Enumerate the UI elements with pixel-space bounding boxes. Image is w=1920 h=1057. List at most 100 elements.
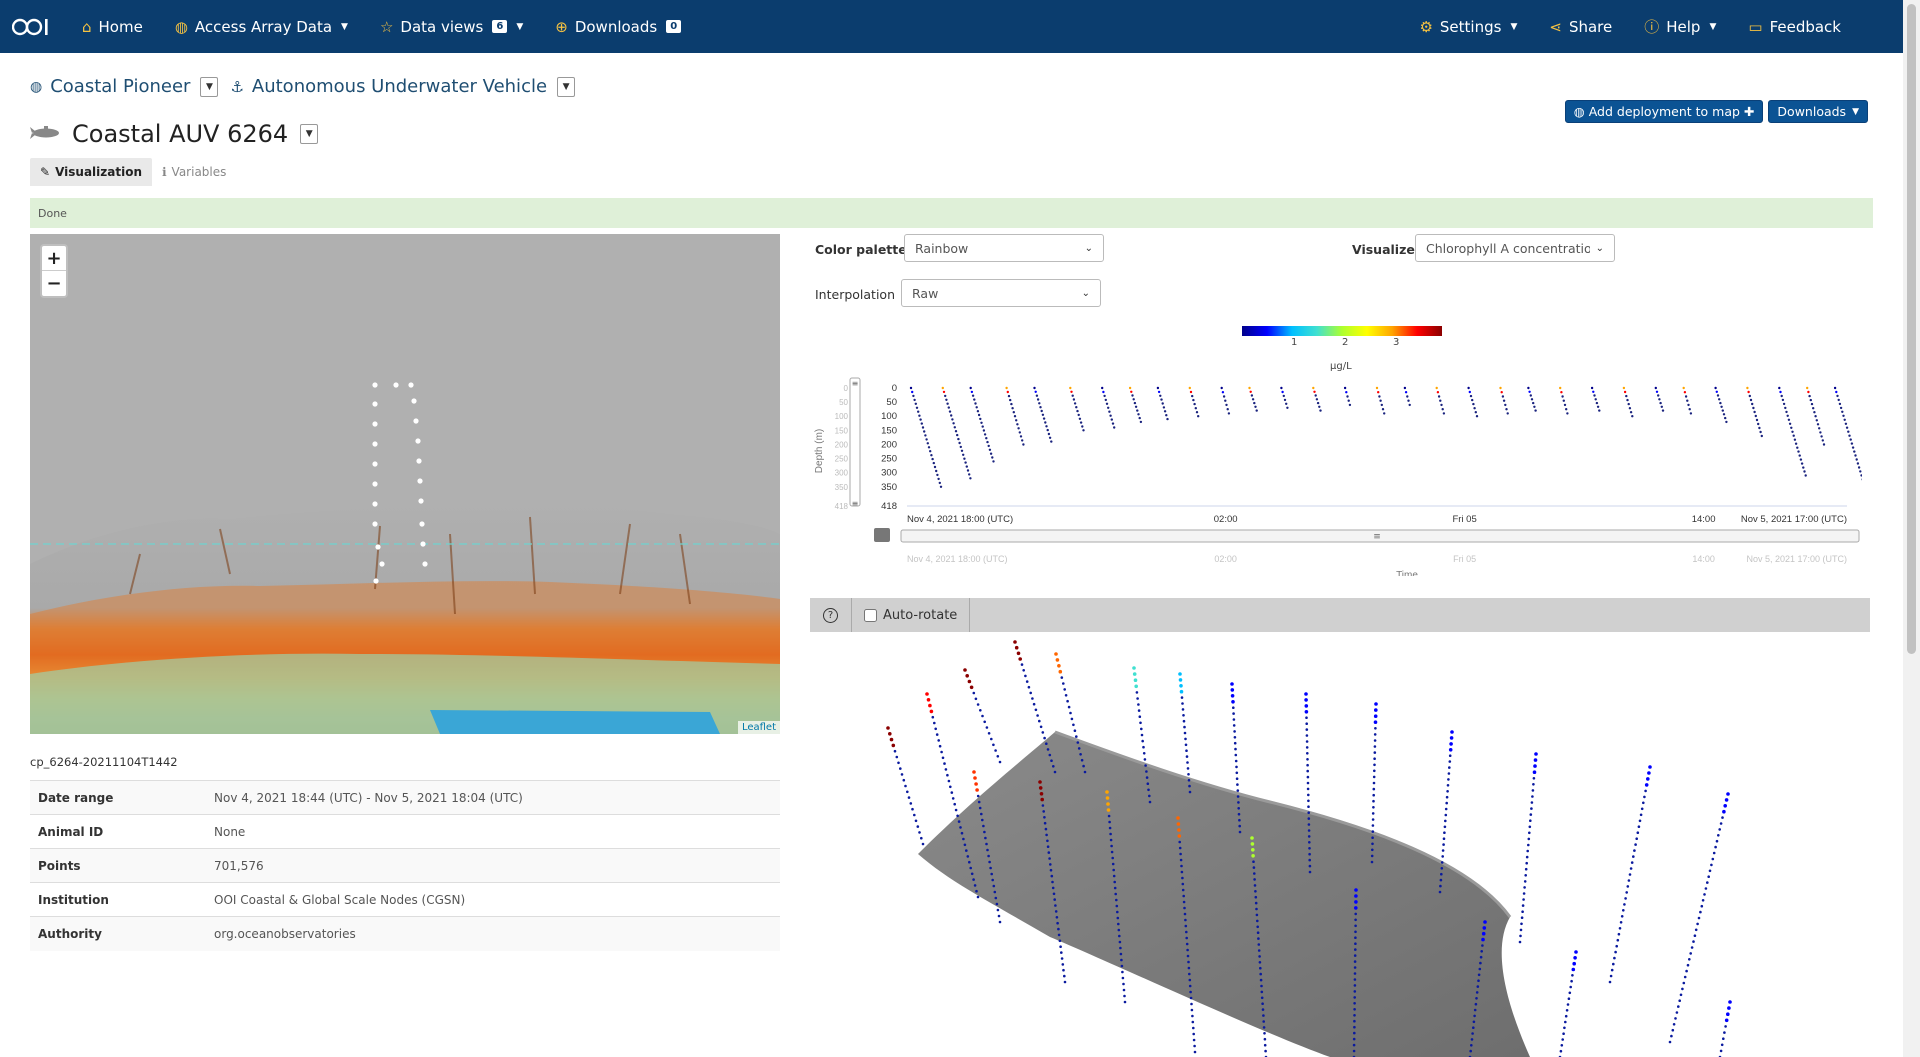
data-point <box>1725 421 1727 423</box>
cast-point <box>1308 859 1311 862</box>
nav-data-views[interactable]: ☆ Data views 6 ▼ <box>380 18 523 36</box>
cast-point <box>1308 829 1311 832</box>
cast-point <box>952 797 955 800</box>
cast-point <box>1112 869 1115 872</box>
cast-point <box>1528 832 1531 835</box>
cast-point <box>1526 856 1529 859</box>
data-point <box>1686 400 1688 402</box>
cast-point <box>1354 888 1358 892</box>
cast-point <box>1258 949 1261 952</box>
page-scrollbar[interactable] <box>1903 0 1920 1057</box>
cast-point <box>1689 952 1692 955</box>
cast-point <box>1306 764 1309 767</box>
scrollbar-thumb[interactable] <box>1907 4 1916 654</box>
cast-point <box>1373 770 1376 773</box>
cast-point <box>1055 910 1058 913</box>
cast-point <box>977 896 980 899</box>
cast-point <box>1254 884 1257 887</box>
cast-point <box>1698 917 1701 920</box>
leaflet-attribution[interactable]: Leaflet <box>738 721 780 734</box>
map[interactable]: + − Leaflet <box>30 234 780 734</box>
cast-point <box>989 867 992 870</box>
cast-point <box>1670 1035 1673 1038</box>
nav-share[interactable]: ⋖ Share <box>1549 18 1612 36</box>
nav-home[interactable]: ⌂ Home <box>82 18 143 36</box>
cast-point <box>906 791 909 794</box>
depth-time-chart[interactable]: 0 0 50 50 100 100 150 150 200 200 250 250 300 300 350 3… <box>812 376 1862 576</box>
cast-point <box>1354 931 1357 934</box>
platform-dropdown-button[interactable]: ▼ <box>557 77 575 97</box>
array-dropdown-button[interactable]: ▼ <box>200 77 218 97</box>
cast-point <box>1238 825 1241 828</box>
data-point <box>1346 395 1348 397</box>
cast-point <box>980 813 983 816</box>
cast-point <box>1477 985 1480 988</box>
data-point <box>1073 398 1075 400</box>
cast-point <box>1479 968 1482 971</box>
cast-point <box>1254 890 1257 893</box>
cast-point <box>1188 967 1191 970</box>
cast-point <box>1021 663 1024 666</box>
nav-help[interactable]: ⓘ Help ▼ <box>1644 16 1716 37</box>
nav-access-array-data[interactable]: ◍ Access Array Data ▼ <box>175 18 348 36</box>
cast-point <box>1065 694 1068 697</box>
cast-point <box>1134 685 1138 689</box>
auto-rotate-toggle[interactable]: Auto-rotate <box>852 598 970 632</box>
caret-down-icon: ▼ <box>341 22 348 32</box>
instrument-dropdown-button[interactable]: ▼ <box>300 124 318 144</box>
data-point <box>1852 446 1854 448</box>
cast-point <box>1571 974 1574 977</box>
cast-point <box>1181 871 1184 874</box>
data-point <box>1801 462 1803 464</box>
cast-point <box>949 786 952 789</box>
data-point <box>944 395 946 397</box>
breadcrumb-platform[interactable]: Autonomous Underwater Vehicle <box>252 76 547 97</box>
data-point <box>1009 399 1011 401</box>
auto-rotate-checkbox[interactable] <box>864 609 877 622</box>
data-point <box>1016 423 1018 425</box>
data-point <box>1805 474 1807 476</box>
y-tick-label: 300 <box>881 468 897 479</box>
cast-point <box>1532 789 1535 792</box>
zoom-out-button[interactable]: − <box>42 271 66 296</box>
data-point <box>1035 391 1037 393</box>
cast-point <box>1238 813 1241 816</box>
nav-settings[interactable]: ⚙ Settings ▼ <box>1419 18 1517 36</box>
cast-point <box>1525 868 1528 871</box>
nav-feedback[interactable]: ▭ Feedback <box>1748 18 1841 36</box>
cast-point <box>1441 867 1444 870</box>
cast-point <box>1052 765 1055 768</box>
data-point <box>1103 395 1105 397</box>
cast-point <box>1305 704 1309 708</box>
cast-point <box>991 879 994 882</box>
cast-point <box>1717 834 1720 837</box>
nav-downloads[interactable]: ⊕ Downloads 0 <box>555 18 681 36</box>
cast-point <box>981 715 984 718</box>
tab-visualization[interactable]: ✎ Visualization <box>30 158 152 186</box>
data-point <box>1044 421 1046 423</box>
data-point <box>1784 407 1786 409</box>
ooi-logo[interactable] <box>12 14 54 40</box>
interpolation-select[interactable]: Raw ⌄ <box>901 279 1101 307</box>
cast-point <box>1139 715 1142 718</box>
zoom-in-button[interactable]: + <box>42 246 66 271</box>
help-button[interactable]: ? <box>810 598 852 632</box>
tab-variables[interactable]: ℹ Variables <box>152 158 236 186</box>
visualize-label: Visualize <box>1352 242 1415 257</box>
cast-point <box>1519 935 1522 938</box>
view3d-canvas[interactable] <box>810 632 1870 1057</box>
visualize-select[interactable]: Chlorophyll A concentratio ⌄ <box>1415 234 1615 262</box>
table-row: Points 701,576 <box>30 849 780 883</box>
cast-point <box>904 785 907 788</box>
data-point <box>1750 399 1752 401</box>
cast-point <box>1069 712 1072 715</box>
data-point <box>1658 398 1660 400</box>
add-deployment-button[interactable]: ◍ Add deployment to map ✚ <box>1565 100 1764 123</box>
data-point <box>1383 412 1385 414</box>
downloads-dropdown-button[interactable]: Downloads ▼ <box>1768 100 1868 123</box>
breadcrumb-array[interactable]: Coastal Pioneer <box>50 76 190 97</box>
cast-point <box>1687 964 1690 967</box>
color-palette-select[interactable]: Rainbow ⌄ <box>904 234 1104 262</box>
y-tick-label: 50 <box>886 397 897 408</box>
cast-point <box>1353 1002 1356 1005</box>
